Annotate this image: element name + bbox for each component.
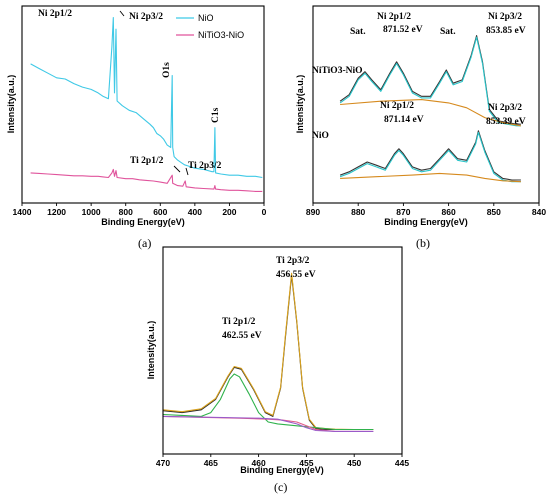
- panel-a-x-axis-label: Binding Energy(eV): [101, 217, 185, 227]
- x-tick-label-b-5: 840: [532, 207, 546, 217]
- annotation-ti-2p12: Ti 2p1/2: [130, 156, 164, 166]
- panel-c: 470 465 460 455 450 445 Binding Energy(eV) In…: [146, 246, 409, 494]
- x-tick-label-a-7: 0: [262, 207, 267, 217]
- series-line-c-0: [162, 274, 374, 431]
- annotation-ti-2p32: Ti 2p3/2: [188, 161, 222, 171]
- series-line-c-2: [162, 373, 374, 431]
- x-tick-label-c-0: 470: [156, 458, 170, 468]
- annotation-c-ti12-value: 462.55 eV: [222, 331, 262, 341]
- annotation-b-top-ni12-value: 871.52 eV: [383, 25, 423, 35]
- legend-label-nio: NiO: [198, 13, 214, 23]
- annotation-b-bottom-ni12-value: 871.14 eV: [384, 115, 424, 125]
- annotation-arrow-ni: [119, 10, 125, 17]
- panel-b-plot-area: [339, 35, 521, 183]
- annotation-ni-2p32: Ni 2p3/2: [129, 12, 163, 22]
- x-tick-label-a-5: 400: [188, 207, 202, 217]
- panel-b: 890 880 870 860 850 840 Binding Energy(eV) In…: [295, 5, 546, 250]
- annotation-ni-2p12: Ni 2p1/2: [38, 9, 72, 19]
- panel-c-x-ticks: 470 465 460 455 450 445: [156, 454, 409, 468]
- panel-c-y-axis-label: Intensity(a.u.): [146, 321, 156, 380]
- x-tick-label-c-4: 450: [347, 458, 361, 468]
- panel-a-x-ticks: 1400 1200 1000 800 600 400 200 0: [13, 203, 267, 217]
- series-line-b-0: [339, 35, 521, 125]
- x-tick-label-c-1: 465: [204, 458, 218, 468]
- x-tick-label-b-1: 880: [351, 207, 365, 217]
- panel-a-y-axis-label: Intensity(a.u.): [6, 75, 16, 134]
- annotation-b-top-ni32-value: 853.85 eV: [486, 26, 526, 36]
- panel-a: 1400 1200 1000 800 600 400 200 0 Binding Energy…: [6, 5, 267, 250]
- series-line-b-5: [340, 172, 521, 183]
- annotation-b-top-ni12: Ni 2p1/2: [377, 12, 411, 22]
- panel-b-frame: [312, 5, 540, 204]
- panel-a-frame: [21, 5, 265, 204]
- panel-b-y-axis-label: Intensity(a.u.): [295, 75, 305, 134]
- panel-a-plot-area: [30, 17, 263, 192]
- x-tick-label-a-0: 1400: [13, 207, 32, 217]
- annotation-b-bottom-ni12: Ni 2p1/2: [380, 101, 414, 111]
- x-tick-label-c-2: 460: [252, 458, 266, 468]
- series-line-c-4: [162, 415, 374, 432]
- annotation-c1s: C1s: [211, 107, 221, 123]
- annotation-arrow-ti-1: [173, 165, 181, 173]
- annotation-c-ti32: Ti 2p3/2: [276, 256, 310, 266]
- annotation-c-ti32-value: 456.55 eV: [276, 270, 316, 280]
- x-tick-label-b-4: 850: [487, 207, 501, 217]
- x-tick-label-a-3: 800: [119, 207, 133, 217]
- x-tick-label-a-4: 600: [153, 207, 167, 217]
- annotation-b-top-sample: NiTiO3-NiO: [312, 66, 363, 76]
- annotation-b-bottom-sample: NiO: [312, 131, 329, 141]
- annotation-c-ti12: Ti 2p1/2: [222, 317, 256, 327]
- series-line-b-1: [339, 36, 521, 127]
- annotation-b-top-ni32: Ni 2p3/2: [488, 12, 522, 22]
- series-line-b-4: [339, 131, 521, 183]
- annotation-b-sat-1: Sat.: [350, 27, 366, 37]
- x-tick-label-a-2: 1000: [82, 207, 101, 217]
- panel-a-letter: (a): [138, 236, 151, 250]
- panel-c-letter: (c): [274, 480, 287, 494]
- panel-c-frame: [162, 246, 403, 455]
- panel-c-x-axis-label: Binding Energy(eV): [240, 465, 324, 475]
- series-line-b-2: [340, 99, 521, 127]
- annotation-b-bottom-ni32-value: 853.39 eV: [486, 117, 526, 127]
- series-line-b-3: [339, 130, 521, 181]
- annotation-arrow-ti-2: [185, 167, 189, 176]
- annotation-b-sat-2: Sat.: [440, 27, 456, 37]
- panel-b-letter: (b): [416, 236, 430, 250]
- x-tick-label-a-6: 200: [222, 207, 236, 217]
- annotation-b-bottom-ni32: Ni 2p3/2: [488, 103, 522, 113]
- panel-c-plot-area: [162, 272, 374, 432]
- series-line-a-0: [30, 17, 263, 179]
- x-tick-label-c-3: 455: [299, 458, 313, 468]
- x-tick-label-b-3: 860: [442, 207, 456, 217]
- x-tick-label-a-1: 1200: [47, 207, 66, 217]
- x-tick-label-b-2: 870: [396, 207, 410, 217]
- x-tick-label-b-0: 890: [306, 207, 320, 217]
- panel-b-x-ticks: 890 880 870 860 850 840: [306, 203, 546, 217]
- panel-b-x-axis-label: Binding Energy(eV): [384, 217, 468, 227]
- annotation-o1s: O1s: [162, 62, 172, 78]
- legend-label-nitio3-nio: NiTiO3-NiO: [198, 30, 244, 40]
- series-line-a-1: [30, 168, 263, 192]
- series-line-c-1: [162, 272, 374, 431]
- x-tick-label-c-5: 445: [395, 458, 409, 468]
